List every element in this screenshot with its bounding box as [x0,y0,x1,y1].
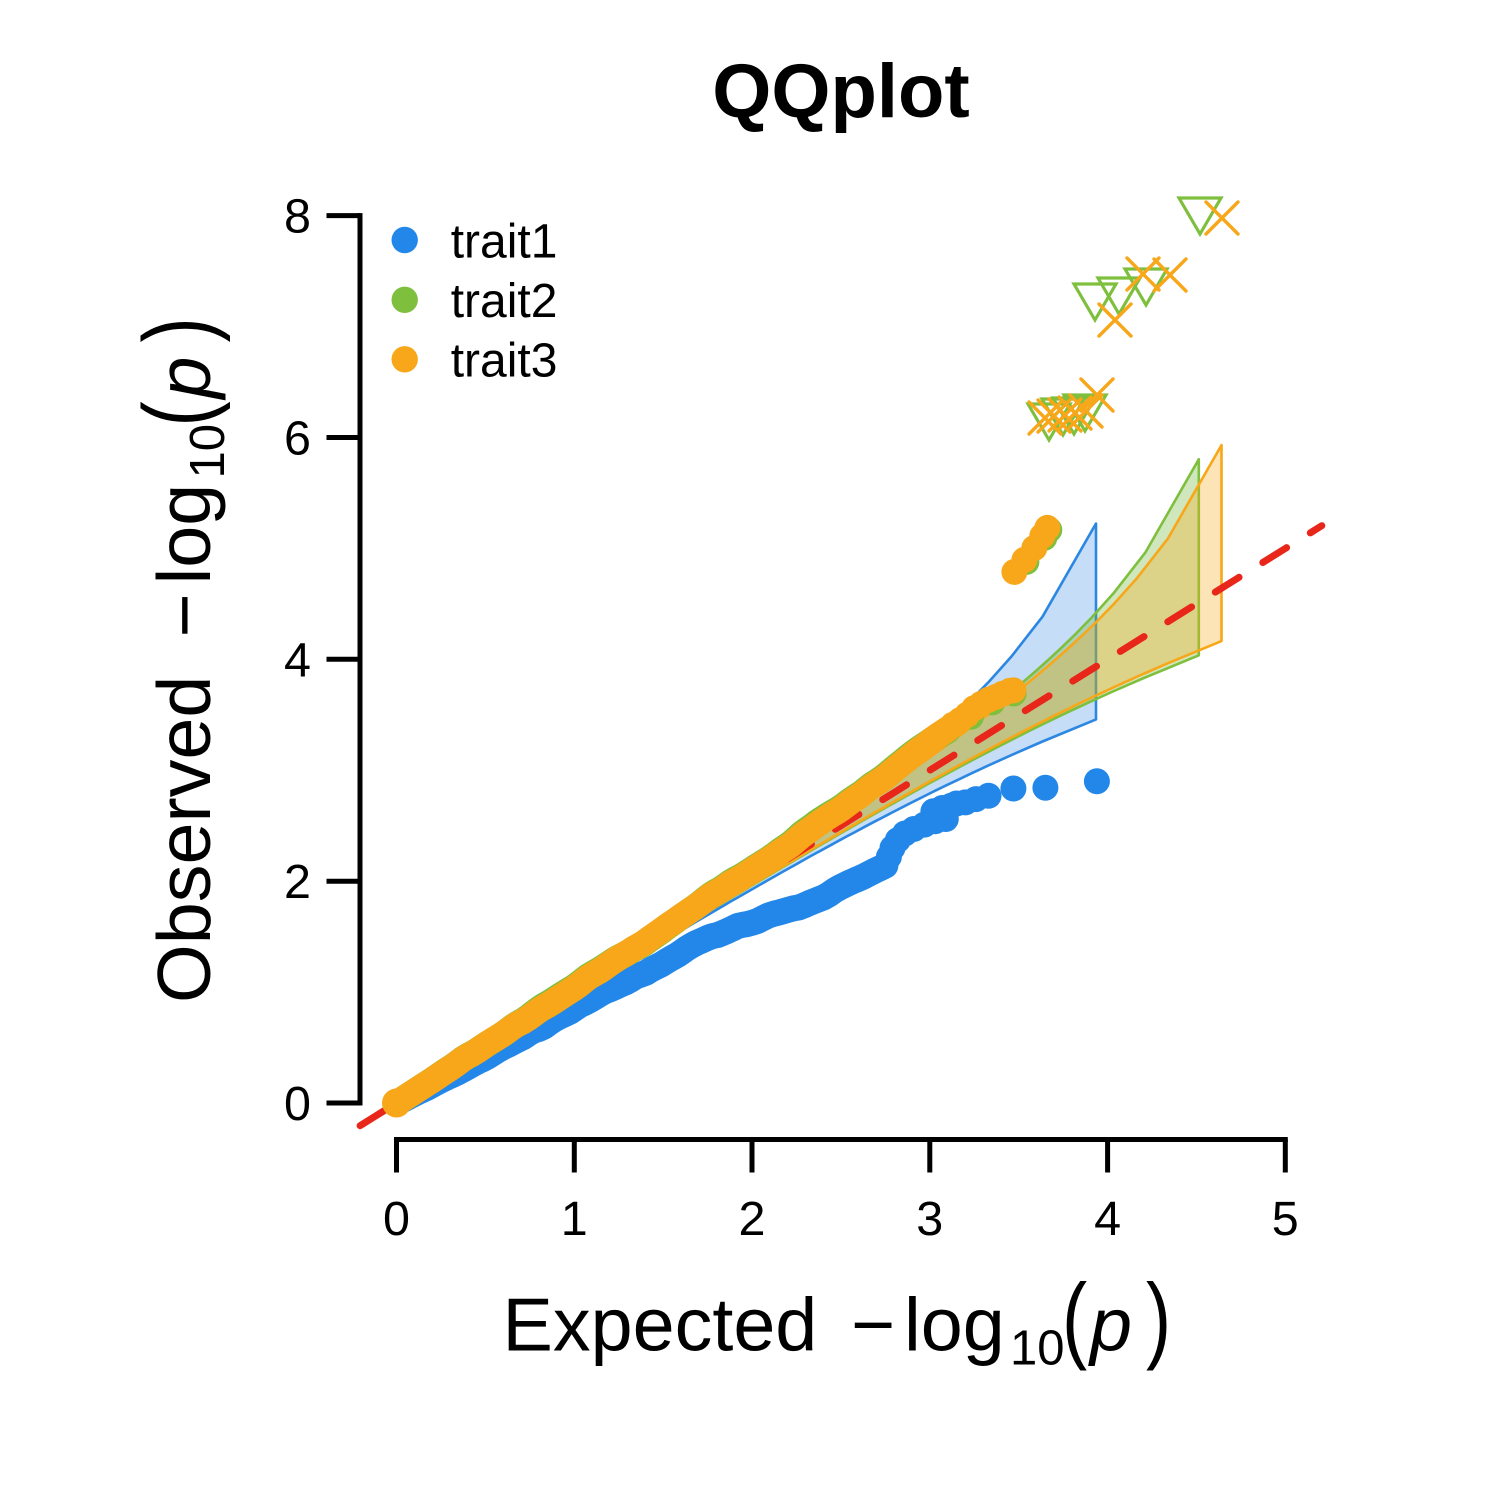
svg-text:(: ( [124,401,231,426]
svg-text:0: 0 [284,1077,311,1131]
svg-text:): ) [1146,1265,1171,1372]
svg-text:4: 4 [284,633,311,687]
svg-text:2: 2 [284,855,311,909]
svg-text:8: 8 [284,190,311,244]
svg-text:Observed: Observed [142,676,226,1003]
svg-text:−: − [851,1282,895,1366]
svg-text:trait1: trait1 [451,215,558,268]
svg-text:1: 1 [561,1192,588,1246]
svg-text:Expected: Expected [503,1282,818,1366]
svg-text:6: 6 [284,412,311,466]
svg-text:trait3: trait3 [451,335,558,388]
svg-text:3: 3 [916,1192,943,1246]
svg-text:p: p [1088,1282,1132,1366]
svg-text:log: log [142,484,226,585]
svg-text:): ) [124,317,231,342]
svg-text:10: 10 [181,424,235,479]
svg-text:(: ( [1062,1265,1087,1372]
svg-text:4: 4 [1094,1192,1121,1246]
svg-text:−: − [142,593,226,637]
svg-text:p: p [142,357,226,401]
svg-text:10: 10 [1010,1321,1065,1375]
svg-text:0: 0 [383,1192,410,1246]
svg-text:QQplot: QQplot [712,49,970,134]
svg-text:log: log [904,1282,1005,1366]
svg-text:5: 5 [1272,1192,1299,1246]
svg-text:trait2: trait2 [451,275,558,328]
svg-text:2: 2 [739,1192,766,1246]
